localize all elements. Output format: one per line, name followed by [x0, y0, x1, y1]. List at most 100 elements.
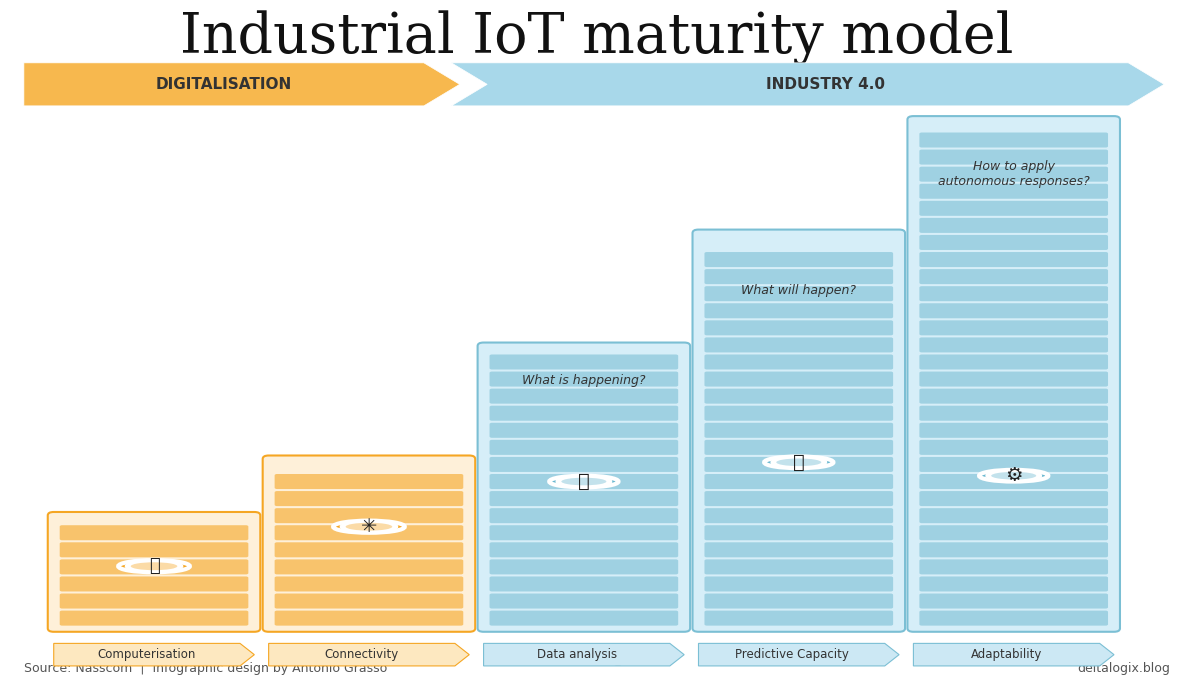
FancyBboxPatch shape — [704, 372, 893, 387]
FancyBboxPatch shape — [919, 440, 1108, 455]
FancyBboxPatch shape — [60, 542, 248, 557]
Ellipse shape — [771, 458, 826, 467]
Ellipse shape — [561, 477, 607, 486]
FancyBboxPatch shape — [490, 491, 678, 506]
FancyBboxPatch shape — [704, 611, 893, 626]
Ellipse shape — [986, 471, 1041, 480]
FancyBboxPatch shape — [704, 303, 893, 318]
Ellipse shape — [556, 477, 611, 486]
FancyBboxPatch shape — [919, 611, 1108, 626]
FancyBboxPatch shape — [919, 559, 1108, 574]
FancyBboxPatch shape — [919, 594, 1108, 609]
FancyBboxPatch shape — [919, 184, 1108, 199]
FancyBboxPatch shape — [919, 150, 1108, 165]
FancyBboxPatch shape — [704, 508, 893, 523]
FancyBboxPatch shape — [907, 116, 1120, 632]
FancyBboxPatch shape — [490, 525, 678, 540]
Text: What is happening?: What is happening? — [522, 374, 646, 387]
FancyBboxPatch shape — [919, 372, 1108, 387]
FancyBboxPatch shape — [704, 525, 893, 540]
Text: 📊: 📊 — [578, 472, 590, 491]
FancyBboxPatch shape — [704, 457, 893, 472]
FancyBboxPatch shape — [704, 286, 893, 301]
FancyBboxPatch shape — [275, 576, 463, 591]
FancyBboxPatch shape — [490, 576, 678, 591]
FancyBboxPatch shape — [60, 525, 248, 540]
Polygon shape — [698, 643, 899, 666]
FancyBboxPatch shape — [704, 389, 893, 404]
FancyBboxPatch shape — [275, 611, 463, 626]
Ellipse shape — [979, 470, 1048, 482]
Ellipse shape — [341, 522, 396, 531]
FancyBboxPatch shape — [919, 201, 1108, 216]
Text: Industrial IoT maturity model: Industrial IoT maturity model — [180, 10, 1014, 65]
FancyBboxPatch shape — [275, 542, 463, 557]
FancyBboxPatch shape — [48, 512, 260, 632]
Ellipse shape — [764, 456, 833, 468]
Polygon shape — [269, 643, 469, 666]
Polygon shape — [484, 643, 684, 666]
FancyBboxPatch shape — [704, 406, 893, 421]
Ellipse shape — [131, 562, 177, 570]
FancyBboxPatch shape — [60, 559, 248, 574]
FancyBboxPatch shape — [275, 474, 463, 489]
Text: ⚙: ⚙ — [1005, 466, 1022, 485]
Text: Data analysis: Data analysis — [536, 648, 617, 661]
Text: What will happen?: What will happen? — [741, 284, 856, 297]
Text: INDUSTRY 4.0: INDUSTRY 4.0 — [767, 77, 885, 92]
FancyBboxPatch shape — [693, 229, 905, 632]
FancyBboxPatch shape — [490, 611, 678, 626]
FancyBboxPatch shape — [704, 576, 893, 591]
Text: Predictive Capacity: Predictive Capacity — [734, 648, 849, 661]
FancyBboxPatch shape — [490, 542, 678, 557]
FancyBboxPatch shape — [60, 611, 248, 626]
FancyBboxPatch shape — [919, 252, 1108, 267]
FancyBboxPatch shape — [919, 406, 1108, 421]
Text: Adaptability: Adaptability — [971, 648, 1042, 661]
FancyBboxPatch shape — [919, 457, 1108, 472]
FancyBboxPatch shape — [490, 474, 678, 489]
FancyBboxPatch shape — [919, 269, 1108, 284]
Polygon shape — [54, 643, 254, 666]
FancyBboxPatch shape — [704, 559, 893, 574]
FancyBboxPatch shape — [919, 167, 1108, 182]
FancyBboxPatch shape — [919, 491, 1108, 506]
Polygon shape — [24, 63, 460, 106]
Ellipse shape — [333, 520, 405, 533]
Text: Source: Nasscom  |  Infographic design by Antonio Grasso: Source: Nasscom | Infographic design by … — [24, 662, 387, 675]
Ellipse shape — [127, 561, 181, 571]
FancyBboxPatch shape — [919, 286, 1108, 301]
Text: How to apply
autonomous responses?: How to apply autonomous responses? — [937, 161, 1090, 189]
FancyBboxPatch shape — [704, 594, 893, 609]
FancyBboxPatch shape — [275, 525, 463, 540]
FancyBboxPatch shape — [919, 389, 1108, 404]
FancyBboxPatch shape — [919, 133, 1108, 148]
Polygon shape — [451, 63, 1164, 106]
FancyBboxPatch shape — [60, 576, 248, 591]
Text: deltalogix.blog: deltalogix.blog — [1077, 662, 1170, 675]
FancyBboxPatch shape — [490, 594, 678, 609]
FancyBboxPatch shape — [704, 337, 893, 352]
Ellipse shape — [991, 472, 1036, 479]
FancyBboxPatch shape — [490, 372, 678, 387]
FancyBboxPatch shape — [490, 423, 678, 438]
FancyBboxPatch shape — [490, 559, 678, 574]
Text: Connectivity: Connectivity — [325, 648, 399, 661]
Ellipse shape — [776, 458, 821, 466]
FancyBboxPatch shape — [490, 354, 678, 370]
FancyBboxPatch shape — [919, 423, 1108, 438]
FancyBboxPatch shape — [704, 440, 893, 455]
FancyBboxPatch shape — [490, 457, 678, 472]
FancyBboxPatch shape — [919, 235, 1108, 250]
FancyBboxPatch shape — [919, 337, 1108, 352]
FancyBboxPatch shape — [60, 594, 248, 609]
FancyBboxPatch shape — [919, 576, 1108, 591]
FancyBboxPatch shape — [919, 218, 1108, 233]
FancyBboxPatch shape — [919, 303, 1108, 318]
Text: 🖥: 🖥 — [148, 557, 160, 575]
FancyBboxPatch shape — [704, 542, 893, 557]
FancyBboxPatch shape — [263, 456, 475, 632]
FancyBboxPatch shape — [919, 542, 1108, 557]
Text: Computerisation: Computerisation — [98, 648, 196, 661]
FancyBboxPatch shape — [704, 252, 893, 267]
